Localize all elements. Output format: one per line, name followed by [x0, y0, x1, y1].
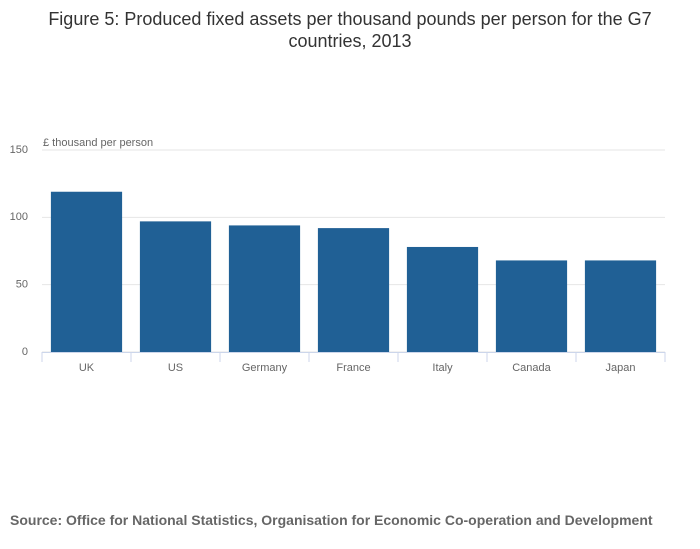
y-axis-label: £ thousand per person	[43, 137, 153, 149]
x-tick-label: Canada	[512, 362, 551, 374]
chart-title: Figure 5: Produced fixed assets per thou…	[48, 9, 652, 51]
chart: £ thousand per person 0 50 100 150 UK US Germa…	[10, 137, 666, 374]
x-tick-label: France	[336, 362, 370, 374]
y-tick-label: 0	[22, 346, 28, 358]
x-tick-label: Italy	[432, 362, 453, 374]
x-tick-label: US	[168, 362, 183, 374]
source-note: Source: Office for National Statistics, …	[10, 512, 653, 528]
y-tick-label: 150	[10, 144, 28, 156]
bar	[228, 225, 301, 352]
bar	[139, 221, 212, 352]
bar	[584, 260, 657, 352]
x-tick-label: UK	[79, 362, 95, 374]
bar	[495, 260, 568, 352]
bar	[50, 191, 123, 352]
x-tick-label: Germany	[242, 362, 288, 374]
y-tick-label: 50	[16, 279, 28, 291]
y-tick-label: 100	[10, 211, 28, 223]
x-tick-label: Japan	[606, 362, 636, 374]
bar	[406, 246, 479, 352]
bar	[317, 228, 390, 352]
